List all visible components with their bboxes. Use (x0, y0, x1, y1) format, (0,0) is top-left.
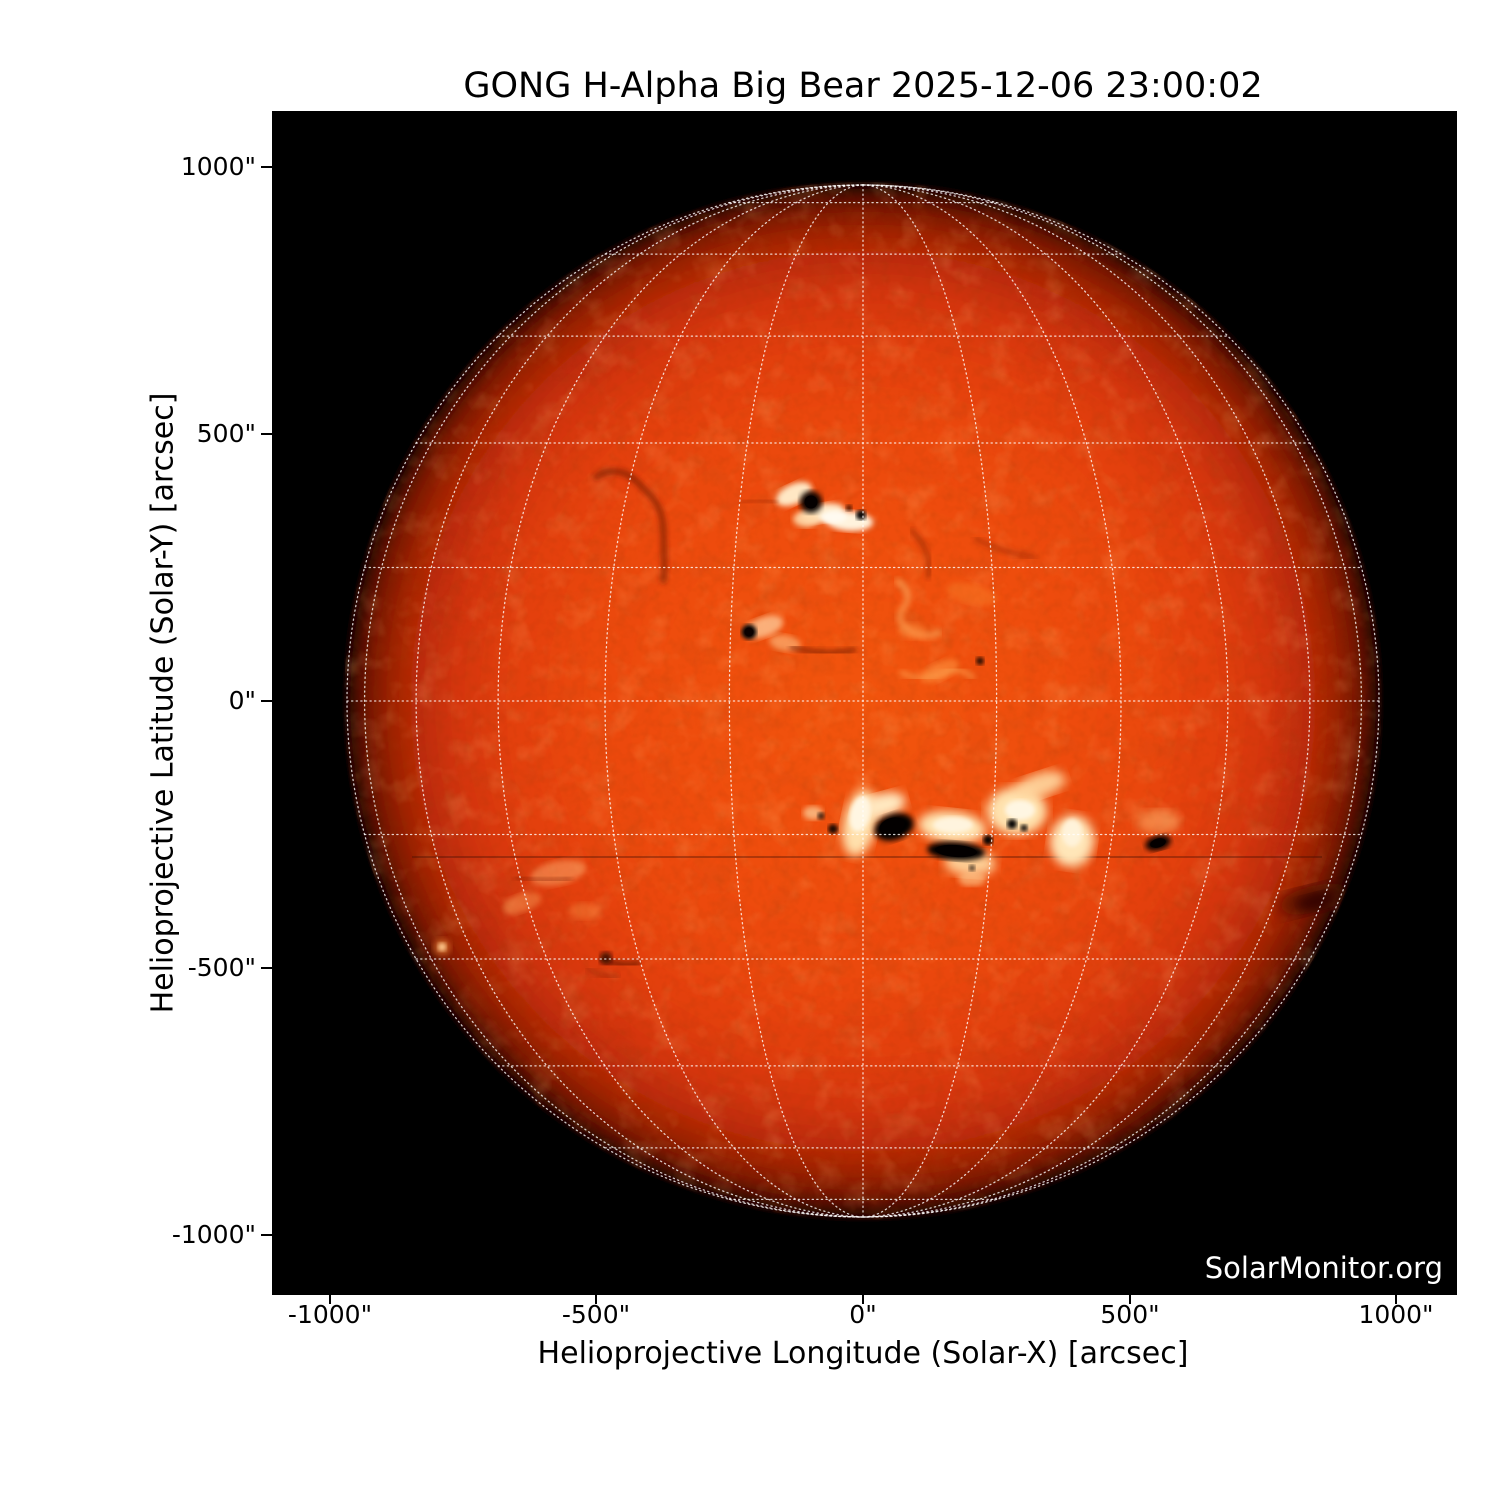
x-tick-mark (329, 1295, 331, 1304)
y-tick-mark (261, 700, 272, 702)
limb-dark-patch (1278, 883, 1350, 915)
x-axis-label: Helioprojective Longitude (Solar-X) [arc… (537, 1336, 1189, 1371)
x-tick-mark (1395, 1295, 1397, 1304)
y-tick-label: 0" (228, 686, 256, 715)
x-tick-label: 500" (1100, 1300, 1160, 1329)
y-tick-mark (261, 433, 272, 435)
y-tick-mark (261, 166, 272, 168)
plage-regions (433, 481, 1180, 956)
y-tick-label: 1000" (180, 152, 256, 181)
heliographic-grid (346, 184, 1380, 1218)
meridian-lines (363, 184, 1363, 1218)
y-axis-label: Helioprojective Latitude (Solar-Y) [arcs… (145, 392, 181, 1014)
plot-area: SolarMonitor.org (272, 111, 1457, 1295)
solar-image (272, 111, 1457, 1295)
y-tick-mark (261, 1234, 272, 1236)
limb-circle (346, 184, 1380, 1218)
y-tick-mark (261, 967, 272, 969)
x-tick-label: -500" (561, 1300, 631, 1329)
figure-title: GONG H-Alpha Big Bear 2025-12-06 23:00:0… (463, 66, 1263, 106)
x-tick-mark (595, 1295, 597, 1304)
x-tick-label: 0" (849, 1300, 877, 1329)
y-tick-label: 500" (196, 419, 256, 448)
image-seam (412, 856, 1322, 858)
filaments (514, 468, 1036, 979)
x-tick-mark (862, 1295, 864, 1304)
solarmonitor-watermark: SolarMonitor.org (1204, 1251, 1443, 1285)
x-tick-mark (1129, 1295, 1131, 1304)
x-tick-label: -1000" (287, 1300, 373, 1329)
x-tick-label: 1000" (1358, 1300, 1434, 1329)
y-tick-label: -1000" (171, 1220, 256, 1249)
y-tick-label: -500" (187, 953, 256, 982)
